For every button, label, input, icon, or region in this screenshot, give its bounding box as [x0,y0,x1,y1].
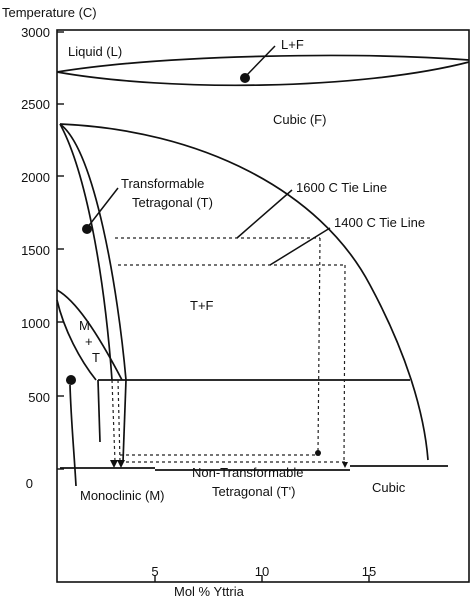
label-tie-1400: 1400 C Tie Line [334,215,425,230]
label-t-f: T+F [190,298,214,313]
m-t-upper-boundary [56,289,123,381]
label-monoclinic: Monoclinic (M) [80,488,165,503]
y-tick-labels: 3000 2500 2000 1500 1000 500 0 [21,25,50,491]
label-l-f: L+F [281,37,304,52]
x-tick-15: 15 [362,564,376,579]
dot-l-f [240,73,250,83]
y-tick-1000: 1000 [21,316,50,331]
point-marker-1600 [315,450,321,456]
tie-line-1400-drop [343,264,346,463]
solidus-line [56,61,470,87]
pointer-transformable [86,187,119,229]
dot-transformable [82,224,92,234]
arrow-marker-2 [117,460,125,468]
tie-drop-left [111,379,116,463]
vertical-line-right [122,379,127,463]
x-tick-labels: 5 10 15 [151,564,376,579]
y-tick-500: 500 [28,390,50,405]
x-tick-10: 10 [255,564,269,579]
plot-frame [56,29,470,583]
label-t: T [92,350,100,365]
label-tie-1600: 1600 C Tie Line [296,180,387,195]
tie-drop-right [117,379,121,463]
pointer-lines [86,45,331,266]
pointer-l-f [244,45,276,78]
vertical-line-left [97,379,101,443]
label-transformable-1: Transformable [121,176,204,191]
label-liquid: Liquid (L) [68,44,122,59]
dot-monoclinic [66,375,76,385]
monoclinic-boundary [69,384,77,487]
pointer-1600 [236,189,293,239]
region-labels: Liquid (L) L+F Cubic (F) Transformable T… [68,37,425,503]
label-transformable-2: Tetragonal (T) [132,195,213,210]
pointer-1400 [269,227,331,266]
label-non-transformable-2: Tetragonal (T') [212,484,295,499]
arrow-marker-1 [110,460,118,468]
tetragonal-boundary-inner [59,123,113,381]
label-non-transformable-1: Non-Transformable [192,465,304,480]
tie-lines [111,237,346,463]
label-cubic: Cubic [372,480,406,495]
x-axis-ticks [154,575,370,582]
y-axis-label: Temperature (C) [2,5,97,20]
tie-line-1600-drop [317,237,321,453]
y-tick-0: 0 [26,476,33,491]
y-axis-ticks [57,31,64,470]
phase-boundaries [56,54,470,487]
arrow-marker-3 [342,462,348,468]
arrow-markers [110,450,348,468]
x-axis-label: Mol % Yttria [174,584,245,599]
label-m: M [79,318,90,333]
label-plus: + [85,334,93,349]
y-tick-2500: 2500 [21,97,50,112]
cubic-boundary-arc [59,123,429,461]
label-cubic-f: Cubic (F) [273,112,326,127]
y-tick-2000: 2000 [21,170,50,185]
x-tick-5: 5 [151,564,158,579]
pointer-dots [66,73,250,385]
y-tick-3000: 3000 [21,25,50,40]
y-tick-1500: 1500 [21,243,50,258]
m-t-lower-boundary [56,299,97,381]
tetragonal-boundary-outer [59,123,127,381]
